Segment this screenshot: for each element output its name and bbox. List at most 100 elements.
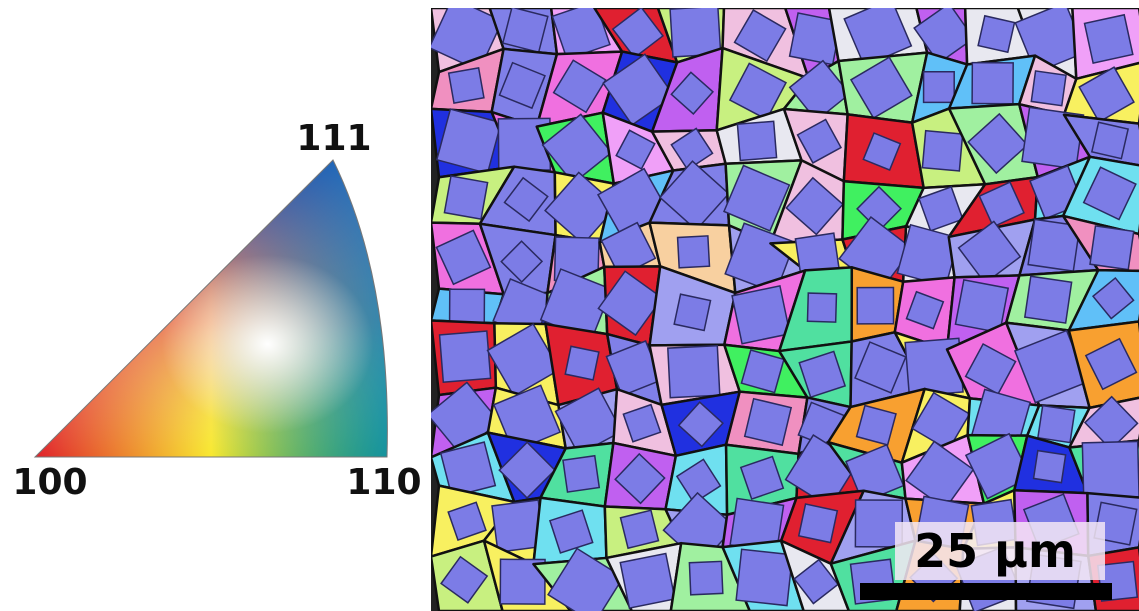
unit-cube	[728, 62, 788, 121]
unit-cube	[922, 71, 955, 104]
unit-cube	[1083, 395, 1139, 451]
unit-cube	[954, 278, 1010, 334]
unit-cube	[913, 8, 975, 65]
unit-cube	[435, 229, 492, 286]
unit-cube	[743, 397, 793, 447]
unit-cube	[486, 322, 561, 398]
unit-cube	[911, 391, 971, 451]
scale-label-box	[895, 522, 1105, 580]
unit-cube	[797, 503, 839, 544]
unit-cube	[1030, 70, 1067, 107]
unit-cube	[1091, 276, 1135, 320]
unit-cube	[622, 403, 662, 443]
unit-cube	[856, 286, 895, 325]
unit-cube	[1083, 13, 1134, 64]
unit-cube	[905, 440, 975, 510]
unit-cube	[448, 288, 486, 325]
corner-label: 100	[12, 462, 87, 503]
unit-cube	[498, 61, 546, 110]
corner-label: 110	[346, 462, 421, 503]
unit-cube	[614, 452, 666, 505]
unit-cube	[905, 290, 945, 330]
unit-cube	[849, 56, 913, 120]
unit-cube	[964, 343, 1017, 395]
unit-cube	[676, 235, 711, 269]
unit-cube	[855, 404, 897, 446]
scale-label: 25 µm	[914, 524, 1076, 578]
unit-cube	[602, 53, 675, 126]
unit-cube	[688, 560, 724, 596]
unit-cube	[735, 548, 794, 607]
unit-cube	[443, 175, 489, 221]
scale-bar: 25 µm	[860, 522, 1112, 600]
unit-cube	[788, 59, 851, 122]
corner-label: 111	[296, 118, 371, 159]
unit-cube	[438, 330, 492, 383]
unit-cube	[740, 349, 785, 394]
unit-cube	[564, 345, 600, 381]
unit-cube	[978, 181, 1025, 228]
orientation-map	[431, 8, 1139, 611]
unit-cube	[1089, 225, 1135, 271]
unit-cube	[1023, 275, 1073, 324]
unit-cube	[724, 222, 796, 294]
unit-cube	[921, 129, 964, 172]
unit-cube	[736, 120, 778, 162]
unit-cube	[918, 185, 964, 232]
scale-bar-line	[860, 583, 1112, 600]
unit-cube	[675, 458, 722, 504]
unit-cube	[440, 555, 489, 604]
unit-cube	[562, 454, 601, 493]
unit-cube	[501, 8, 549, 54]
unit-cube	[611, 8, 664, 59]
unit-cube	[957, 220, 1022, 285]
unit-cube	[615, 129, 656, 170]
unit-cube	[439, 441, 497, 498]
unit-cube	[967, 112, 1029, 175]
unit-cube	[673, 293, 712, 332]
unit-cube	[1082, 166, 1137, 221]
unit-cube	[554, 387, 623, 456]
unit-cube	[862, 132, 902, 171]
unit-cube	[431, 8, 504, 72]
unit-cube	[677, 401, 724, 448]
unit-cube	[977, 14, 1016, 54]
unit-cube	[447, 501, 487, 541]
unit-cube	[964, 432, 1032, 500]
unit-cube	[544, 171, 618, 246]
unit-cube	[670, 127, 714, 171]
unit-cube	[798, 350, 847, 399]
unit-cube	[500, 240, 544, 283]
unit-cube	[503, 176, 549, 223]
unit-cube	[547, 547, 625, 611]
unit-cube	[1084, 337, 1138, 391]
unit-cube	[548, 509, 594, 554]
unit-cube	[1037, 404, 1076, 444]
unit-cube	[658, 160, 730, 232]
unit-cube	[619, 509, 660, 550]
unit-cube	[793, 558, 840, 605]
unit-cube	[796, 118, 843, 164]
unit-cube	[541, 113, 613, 185]
unit-cube	[619, 552, 676, 609]
unit-cube	[1081, 440, 1139, 499]
unit-cube	[731, 284, 791, 345]
unit-cube	[597, 270, 664, 337]
unit-cube	[499, 558, 546, 605]
unit-cube	[447, 66, 485, 104]
unit-cube	[806, 292, 838, 323]
unit-cube	[552, 59, 607, 114]
unit-cube	[435, 108, 503, 175]
unit-cube	[670, 71, 714, 115]
unit-cube	[498, 441, 556, 499]
unit-cube	[1078, 66, 1135, 123]
unit-cube	[739, 455, 785, 501]
unit-cube	[854, 341, 907, 394]
ipf-shade	[33, 159, 388, 458]
unit-cube	[971, 61, 1014, 105]
unit-cube	[667, 344, 721, 399]
unit-cube	[1027, 218, 1081, 272]
unit-cube	[785, 176, 844, 236]
unit-cube	[669, 8, 722, 58]
